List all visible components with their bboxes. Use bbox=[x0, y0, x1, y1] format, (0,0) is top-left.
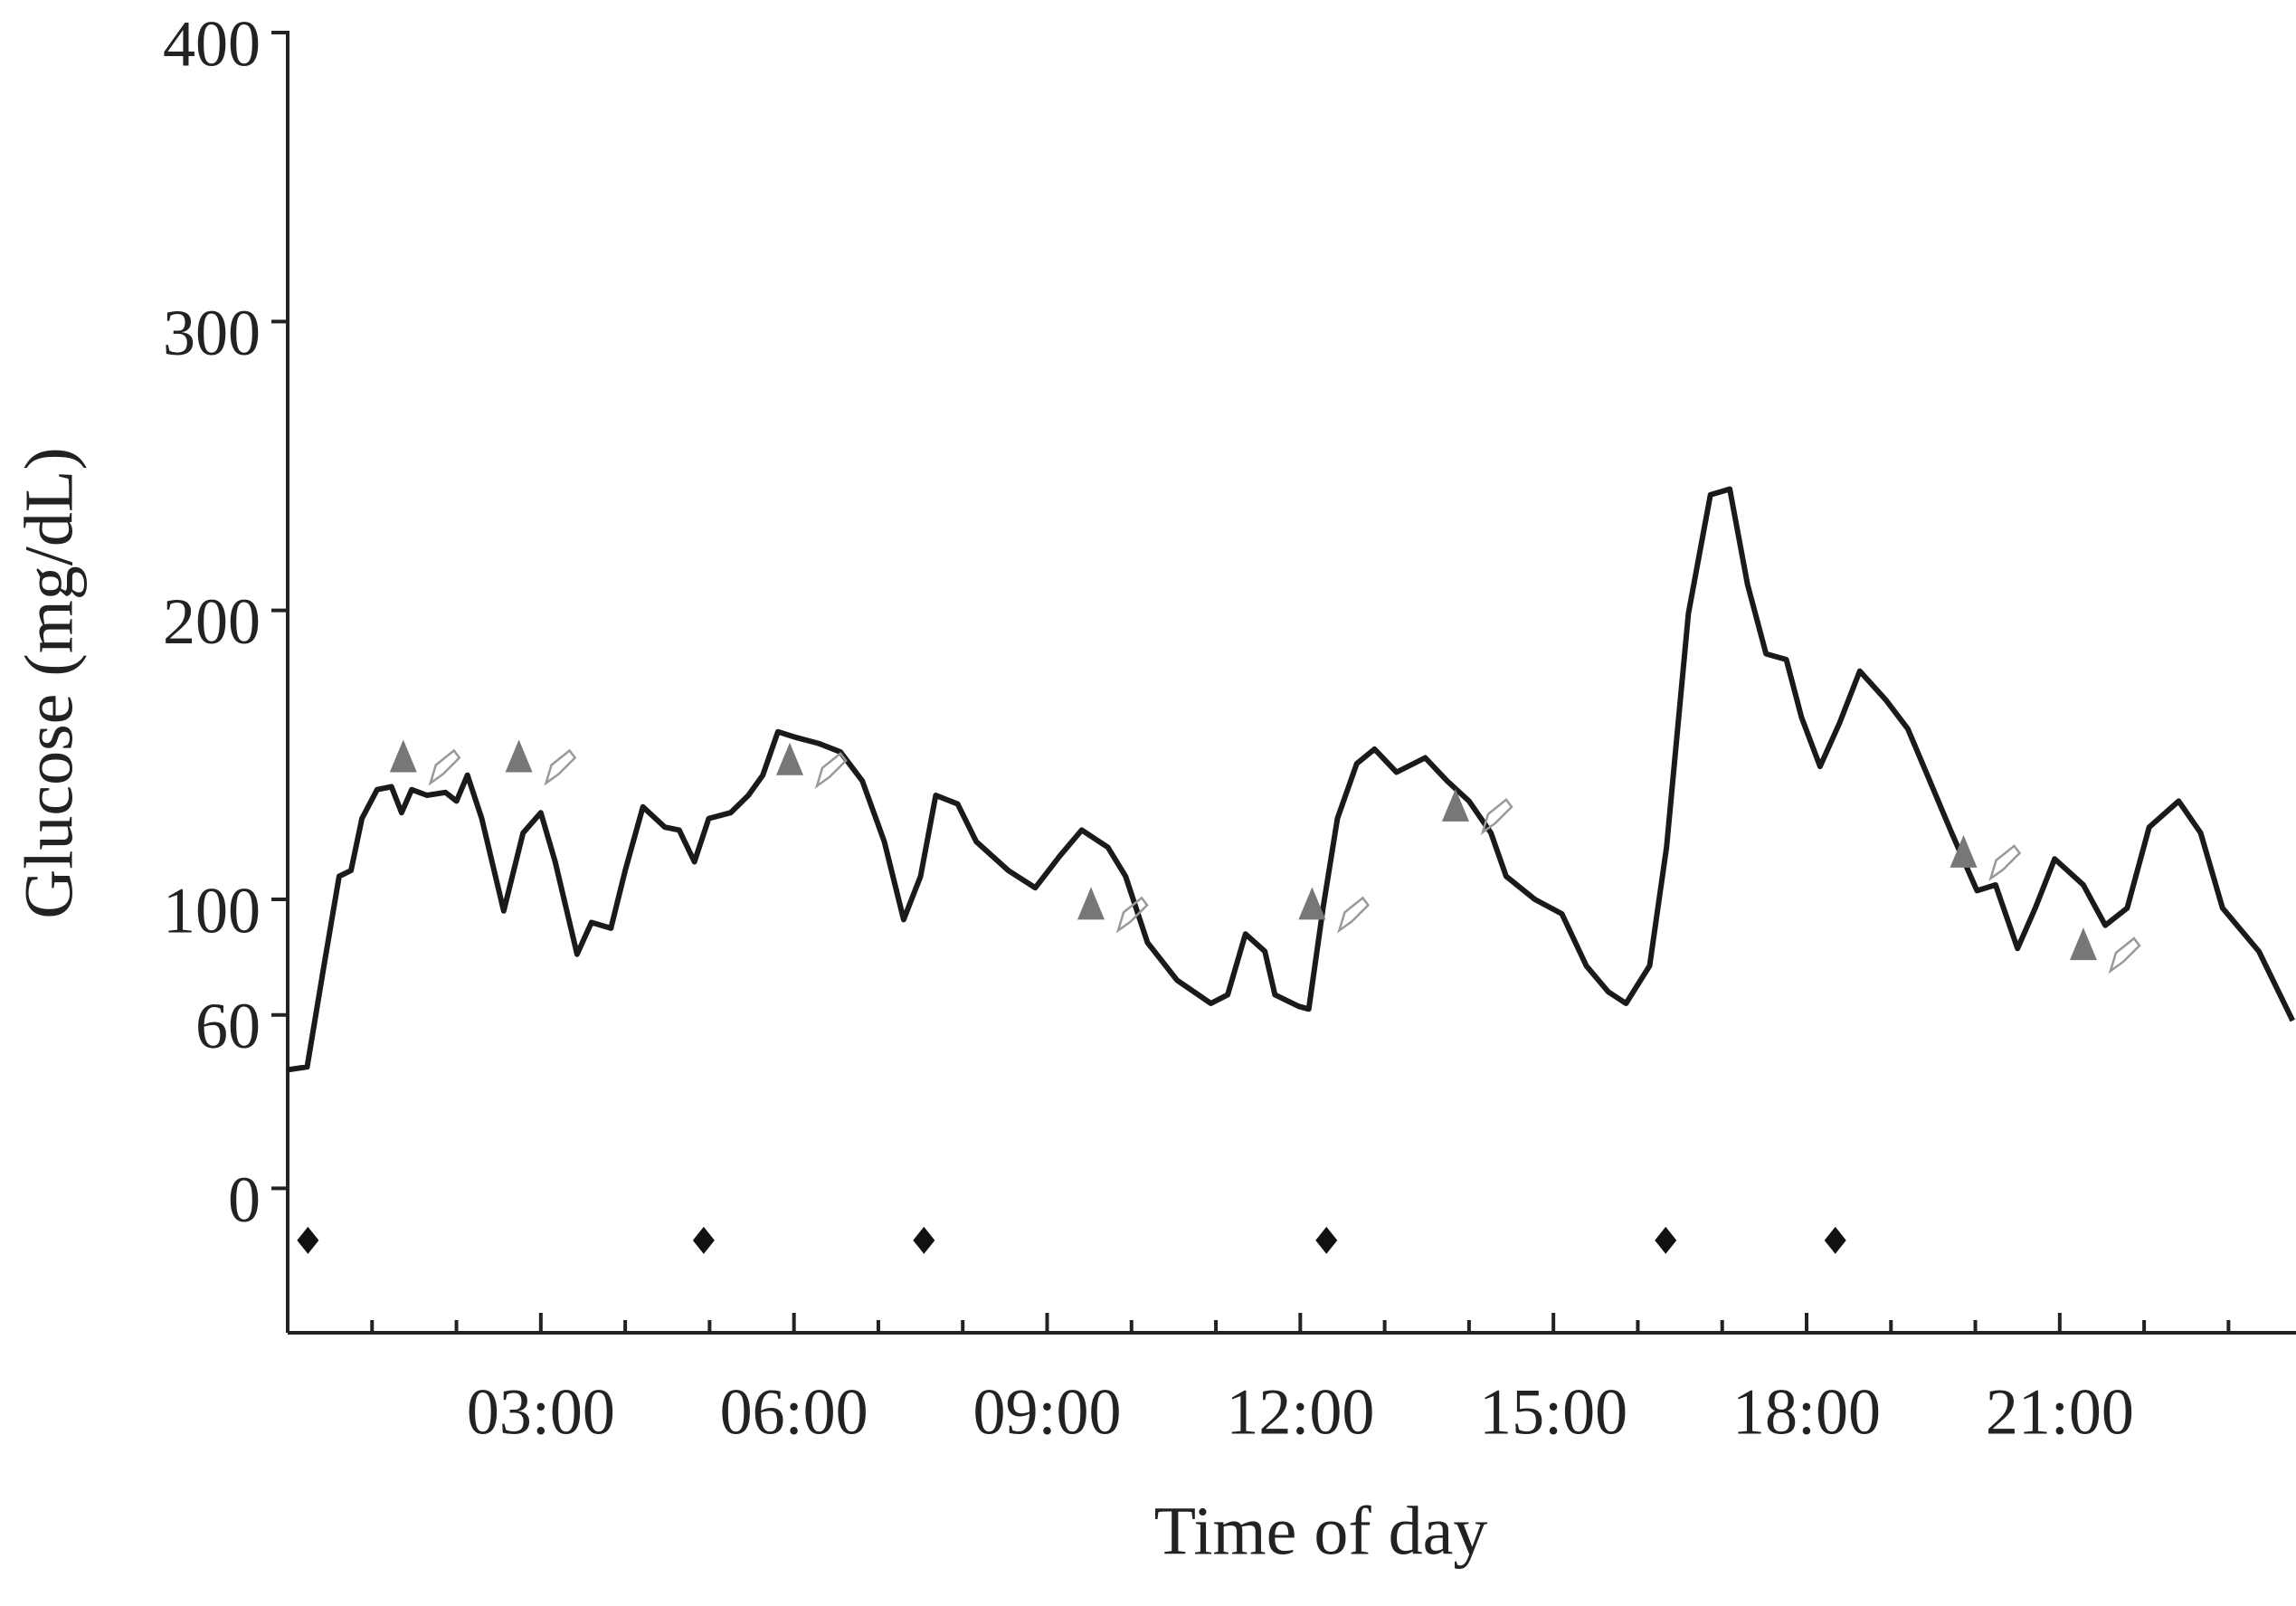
y-tick-label: 100 bbox=[163, 875, 261, 947]
note-icon bbox=[1337, 896, 1371, 934]
triangle-marker bbox=[389, 739, 417, 773]
note-icon bbox=[1115, 896, 1149, 934]
triangle-marker bbox=[2069, 927, 2097, 961]
x-tick-label: 18:00 bbox=[1732, 1376, 1881, 1449]
note-icon bbox=[544, 748, 577, 786]
y-tick-label: 60 bbox=[195, 990, 261, 1062]
diamond-marker bbox=[297, 1226, 319, 1254]
x-tick-label: 03:00 bbox=[467, 1376, 615, 1449]
glucose-line bbox=[287, 486, 2295, 1073]
note-icon bbox=[428, 748, 461, 786]
y-tick-label: 0 bbox=[228, 1164, 261, 1236]
y-tick-label: 400 bbox=[163, 8, 261, 81]
diamond-marker bbox=[692, 1226, 715, 1254]
diamond-marker bbox=[1315, 1226, 1338, 1254]
x-tick-label: 06:00 bbox=[720, 1376, 868, 1449]
x-tick-label: 12:00 bbox=[1226, 1376, 1374, 1449]
note-icon bbox=[814, 751, 848, 789]
note-icon bbox=[1480, 798, 1513, 835]
x-axis-title: Time of day bbox=[1154, 1493, 1488, 1569]
diamond-marker bbox=[1824, 1226, 1846, 1254]
x-tick-label: 15:00 bbox=[1479, 1376, 1627, 1449]
triangle-marker bbox=[1441, 788, 1469, 822]
diamond-marker bbox=[913, 1226, 935, 1254]
x-tick-label: 09:00 bbox=[972, 1376, 1121, 1449]
note-icon bbox=[2108, 936, 2141, 974]
y-axis-title: Glucose (mg/dL) bbox=[11, 447, 87, 918]
note-icon bbox=[1988, 844, 2022, 882]
diamond-marker bbox=[1655, 1226, 1677, 1254]
triangle-marker bbox=[776, 742, 803, 775]
y-tick-label: 300 bbox=[163, 297, 261, 369]
x-tick-label: 21:00 bbox=[1986, 1376, 2134, 1449]
y-tick-label: 200 bbox=[163, 585, 261, 658]
triangle-marker bbox=[1950, 834, 1978, 868]
triangle-marker bbox=[505, 739, 533, 773]
triangle-marker bbox=[1077, 887, 1105, 920]
triangle-marker bbox=[1298, 887, 1326, 920]
